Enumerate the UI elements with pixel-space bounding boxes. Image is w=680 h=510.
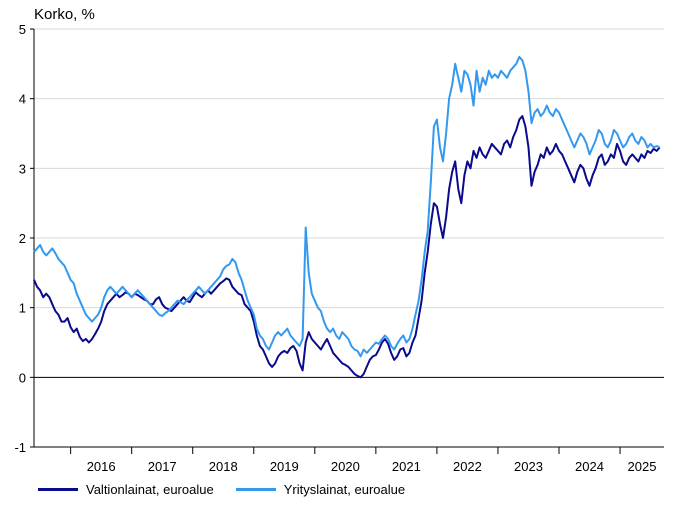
series-line-valtionlainat xyxy=(33,115,661,379)
y-tick-label: 3 xyxy=(19,161,26,176)
x-tick-label: 2019 xyxy=(270,459,299,474)
y-tick-label: 5 xyxy=(19,22,26,37)
x-tick-label: 2017 xyxy=(148,459,177,474)
axes xyxy=(30,28,664,454)
y-tick-label: 0 xyxy=(19,370,26,385)
x-tick-labels: 2016 2017 2018 2019 2020 2021 2022 2023 2024 2025 xyxy=(87,459,657,474)
series-line-yrityslainat xyxy=(33,55,661,358)
y-tick-label: -1 xyxy=(14,440,26,455)
x-tick-label: 2022 xyxy=(453,459,482,474)
y-tick-labels: -1 0 1 2 3 4 5 xyxy=(14,22,26,455)
x-tick-label: 2020 xyxy=(331,459,360,474)
gridlines xyxy=(34,28,664,309)
legend-swatch-valtionlainat xyxy=(38,488,78,491)
y-tick-label: 2 xyxy=(19,231,26,246)
y-tick-label: 1 xyxy=(19,301,26,316)
legend: Valtionlainat, euroalue Yrityslainat, eu… xyxy=(38,482,427,497)
legend-item-valtionlainat: Valtionlainat, euroalue xyxy=(38,482,214,497)
x-tick-label: 2024 xyxy=(575,459,604,474)
legend-label-yrityslainat: Yrityslainat, euroalue xyxy=(283,482,406,497)
x-tick-label: 2018 xyxy=(209,459,238,474)
legend-item-yrityslainat: Yrityslainat, euroalue xyxy=(235,482,406,497)
x-tick-label: 2021 xyxy=(392,459,421,474)
series-lines xyxy=(33,55,661,379)
x-tick-label: 2023 xyxy=(514,459,543,474)
y-axis-title: Korko, % xyxy=(34,6,95,23)
legend-label-valtionlainat: Valtionlainat, euroalue xyxy=(86,482,214,497)
legend-swatch-yrityslainat xyxy=(235,488,276,491)
x-tick-label: 2016 xyxy=(87,459,116,474)
x-tick-label: 2025 xyxy=(628,459,657,474)
y-tick-label: 4 xyxy=(19,92,26,107)
